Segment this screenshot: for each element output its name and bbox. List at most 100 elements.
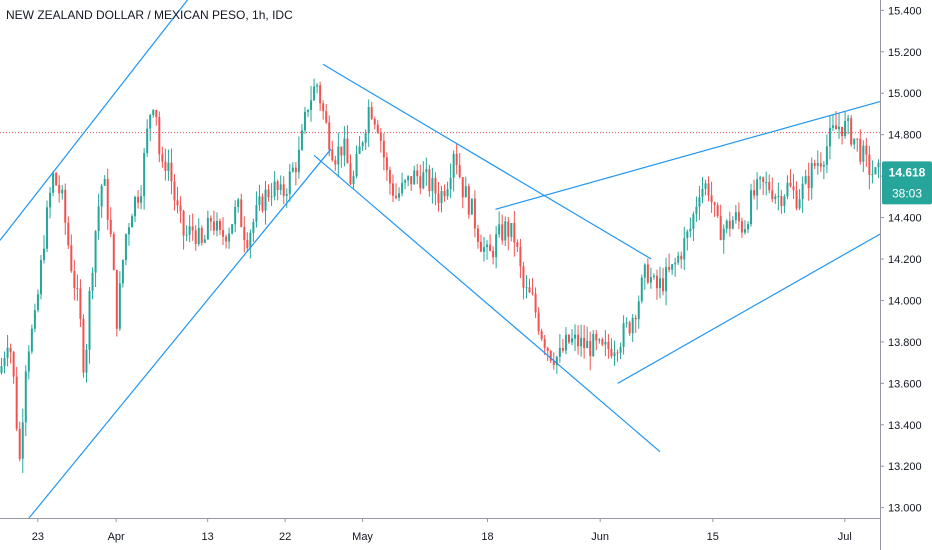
candle-body bbox=[364, 133, 367, 143]
candle-body bbox=[291, 167, 294, 172]
candle-body bbox=[501, 224, 504, 241]
candle-body bbox=[124, 234, 127, 261]
candle-body bbox=[795, 190, 798, 209]
candle-body bbox=[747, 224, 749, 230]
time-axis[interactable]: 23 Apr 13 22 May 18 Jun 15 Jul bbox=[0, 518, 880, 550]
candle-body bbox=[82, 318, 85, 373]
candle-body bbox=[313, 86, 316, 101]
candle-body bbox=[631, 317, 634, 334]
candle-body bbox=[856, 138, 859, 140]
candle-body bbox=[810, 163, 813, 189]
candle-body bbox=[786, 182, 789, 197]
chart-title: NEW ZEALAND DOLLAR / MEXICAN PESO, 1h, I… bbox=[6, 8, 293, 22]
candle-body bbox=[158, 116, 161, 155]
candle-body bbox=[543, 338, 546, 349]
candle-body bbox=[859, 138, 862, 162]
candle-body bbox=[355, 153, 358, 177]
trendline-4[interactable] bbox=[313, 154, 661, 453]
candle-body bbox=[604, 341, 607, 345]
candle-body bbox=[495, 234, 498, 258]
candle-body bbox=[774, 196, 777, 200]
candle-body bbox=[534, 293, 537, 313]
last-price-label: 14.618 bbox=[889, 165, 926, 179]
candle-body bbox=[813, 163, 816, 166]
candle-body bbox=[725, 220, 728, 229]
candle-body bbox=[185, 234, 188, 236]
candle-body bbox=[97, 206, 100, 232]
candle-body bbox=[310, 100, 313, 110]
candle-body bbox=[297, 149, 300, 173]
candle-body bbox=[146, 128, 149, 154]
candle-body bbox=[413, 170, 416, 185]
candle-body bbox=[385, 157, 388, 171]
trendline-5[interactable] bbox=[495, 100, 881, 210]
candles-layer bbox=[0, 78, 880, 473]
candle-body bbox=[70, 245, 73, 271]
candle-body bbox=[173, 181, 176, 201]
candle-body bbox=[240, 199, 243, 227]
candle-body bbox=[131, 216, 133, 228]
time-tick-label: Apr bbox=[108, 531, 125, 543]
time-tick-label: 18 bbox=[481, 531, 493, 543]
candle-body bbox=[686, 231, 689, 239]
candle-body bbox=[134, 196, 137, 217]
candle-body bbox=[279, 184, 282, 191]
trendlines-layer bbox=[0, 0, 881, 519]
candle-body bbox=[807, 175, 810, 189]
candle-body bbox=[455, 153, 458, 166]
candle-body bbox=[743, 229, 746, 233]
candle-body bbox=[713, 202, 716, 206]
candle-body bbox=[737, 212, 740, 222]
candle-body bbox=[483, 247, 485, 252]
candle-body bbox=[209, 217, 212, 222]
candle-body bbox=[219, 220, 221, 231]
candle-body bbox=[828, 127, 831, 147]
candle-body bbox=[395, 195, 397, 198]
candle-body bbox=[871, 174, 874, 176]
candle-body bbox=[246, 240, 249, 248]
time-tick-label: May bbox=[352, 531, 373, 543]
price-axis-background bbox=[880, 0, 932, 550]
candle-body bbox=[127, 227, 130, 235]
price-tick-label: 13.400 bbox=[888, 420, 922, 432]
candle-body bbox=[270, 196, 273, 198]
candle-body bbox=[76, 287, 79, 289]
candle-body bbox=[692, 214, 695, 229]
trendline-3[interactable] bbox=[322, 63, 652, 260]
candle-body bbox=[428, 169, 431, 192]
candle-body bbox=[88, 290, 91, 350]
candle-body bbox=[831, 125, 834, 128]
candle-body bbox=[646, 264, 649, 283]
candle-body bbox=[683, 238, 686, 260]
candle-body bbox=[558, 347, 561, 357]
candle-body bbox=[422, 172, 425, 189]
candle-body bbox=[589, 340, 592, 357]
candle-body bbox=[55, 173, 58, 186]
trendline-2[interactable] bbox=[28, 148, 332, 519]
candle-body bbox=[449, 177, 452, 190]
candle-body bbox=[12, 352, 15, 377]
bar-countdown-label: 38:03 bbox=[892, 186, 922, 200]
candle-body bbox=[610, 348, 613, 357]
candle-body bbox=[109, 219, 112, 234]
candle-body bbox=[85, 349, 88, 373]
candle-body bbox=[349, 163, 352, 185]
candle-body bbox=[564, 334, 567, 351]
time-tick-label: 22 bbox=[279, 531, 291, 543]
trendline-1[interactable] bbox=[0, 0, 188, 241]
trendline-6[interactable] bbox=[617, 233, 881, 384]
candle-body bbox=[373, 118, 376, 125]
price-axis[interactable]: 13.000 13.200 13.400 13.600 13.800 14.000 14.2… bbox=[880, 0, 932, 550]
candle-body bbox=[567, 334, 570, 343]
price-tick-label: 14.400 bbox=[888, 213, 922, 225]
candle-body bbox=[419, 176, 422, 189]
candle-body bbox=[446, 189, 449, 197]
candle-body bbox=[416, 170, 419, 177]
candle-body bbox=[191, 226, 194, 231]
candle-body bbox=[361, 142, 364, 147]
candle-body bbox=[789, 182, 792, 187]
candle-body bbox=[288, 171, 291, 195]
price-tick-label: 15.400 bbox=[888, 5, 922, 17]
candle-body bbox=[276, 181, 279, 191]
